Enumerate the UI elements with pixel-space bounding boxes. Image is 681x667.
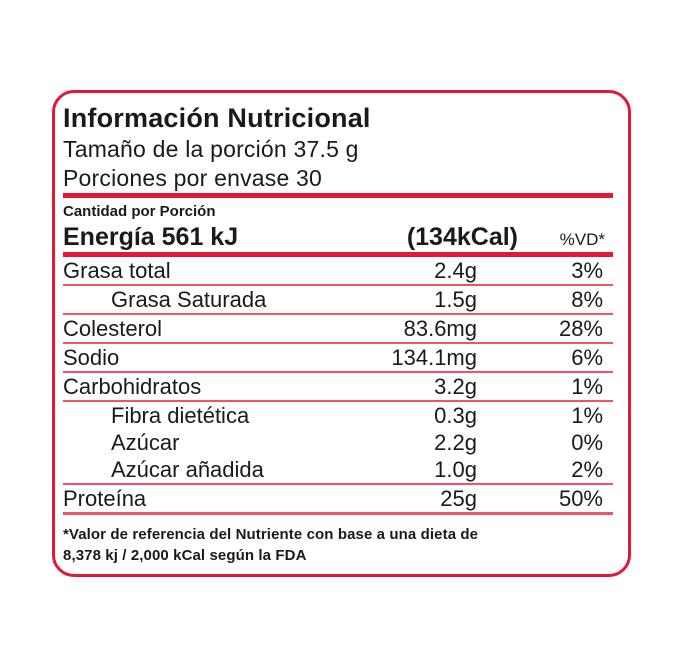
- nutrient-dv: 0%: [571, 430, 603, 455]
- nutrient-row-sugar: Azúcar 2.2g 0%: [63, 429, 613, 456]
- nutrient-amount: 1.0g: [434, 457, 477, 482]
- nutrient-amount: 2.4g: [434, 258, 477, 283]
- row-separator: [63, 483, 613, 485]
- nutrient-dv: 2%: [571, 457, 603, 482]
- nutrient-label: Fibra dietética: [111, 403, 250, 428]
- nutrient-amount: 25g: [440, 486, 477, 511]
- amount-per-serving-label: Cantidad por Porción: [63, 203, 216, 220]
- nutrient-dv: 3%: [571, 258, 603, 283]
- header-divider: [63, 193, 613, 198]
- nutrient-row-sodium: Sodio 134.1mg 6%: [63, 344, 613, 371]
- nutrient-label: Grasa Saturada: [111, 287, 267, 312]
- table-bottom-divider: [63, 512, 613, 515]
- nutrient-row-saturated-fat: Grasa Saturada 1.5g 8%: [63, 286, 613, 313]
- row-separator: [63, 371, 613, 373]
- nutrient-dv: 50%: [558, 486, 603, 511]
- nutrient-dv: 6%: [571, 345, 603, 370]
- label-title: Información Nutricional: [63, 103, 371, 133]
- row-separator: [63, 284, 613, 286]
- nutrient-label: Azúcar: [111, 430, 180, 455]
- row-separator: [63, 313, 613, 315]
- energy-row: Energía 561 kJ (134kCal) %VD*: [63, 223, 613, 252]
- nutrition-label: Información Nutricional Tamaño de la por…: [52, 90, 631, 577]
- energy-label: Energía 561 kJ: [63, 223, 239, 251]
- nutrient-row-dietary-fiber: Fibra dietética 0.3g 1%: [63, 402, 613, 429]
- energy-divider: [63, 252, 613, 257]
- nutrient-label: Grasa total: [63, 258, 171, 283]
- nutrient-row-added-sugar: Azúcar añadida 1.0g 2%: [63, 456, 613, 483]
- row-separator: [63, 400, 613, 402]
- nutrient-label: Sodio: [63, 345, 120, 370]
- footnote: *Valor de referencia del Nutriente con b…: [63, 515, 613, 566]
- nutrient-amount: 83.6mg: [403, 316, 477, 341]
- nutrient-label: Carbohidratos: [63, 374, 202, 399]
- nutrient-dv: 8%: [571, 287, 603, 312]
- nutrient-row-protein: Proteína 25g 50%: [63, 485, 613, 512]
- nutrient-dv: 28%: [558, 316, 603, 341]
- nutrient-row-carbohydrates: Carbohidratos 3.2g 1%: [63, 373, 613, 400]
- nutrient-amount: 2.2g: [434, 430, 477, 455]
- nutrient-amount: 1.5g: [434, 287, 477, 312]
- nutrient-label: Azúcar añadida: [111, 457, 264, 482]
- nutrient-row-total-fat: Grasa total 2.4g 3%: [63, 257, 613, 284]
- footnote-line-1: *Valor de referencia del Nutriente con b…: [63, 526, 479, 543]
- row-separator: [63, 342, 613, 344]
- servings-per-container-text: Porciones por envase 30: [63, 165, 323, 191]
- nutrient-amount: 3.2g: [434, 374, 477, 399]
- footnote-line-2: 8,378 kj / 2,000 kCal según la FDA: [63, 547, 307, 564]
- energy-kcal-value: (134kCal): [406, 223, 518, 251]
- nutrient-amount: 134.1mg: [391, 345, 477, 370]
- nutrient-row-cholesterol: Colesterol 83.6mg 28%: [63, 315, 613, 342]
- nutrient-label: Colesterol: [63, 316, 163, 341]
- daily-value-header: %VD*: [559, 230, 605, 249]
- serving-size-text: Tamaño de la porción 37.5 g: [63, 136, 359, 162]
- nutrient-label: Proteína: [63, 486, 147, 511]
- nutrient-dv: 1%: [571, 374, 603, 399]
- nutrient-dv: 1%: [571, 403, 603, 428]
- nutrient-amount: 0.3g: [434, 403, 477, 428]
